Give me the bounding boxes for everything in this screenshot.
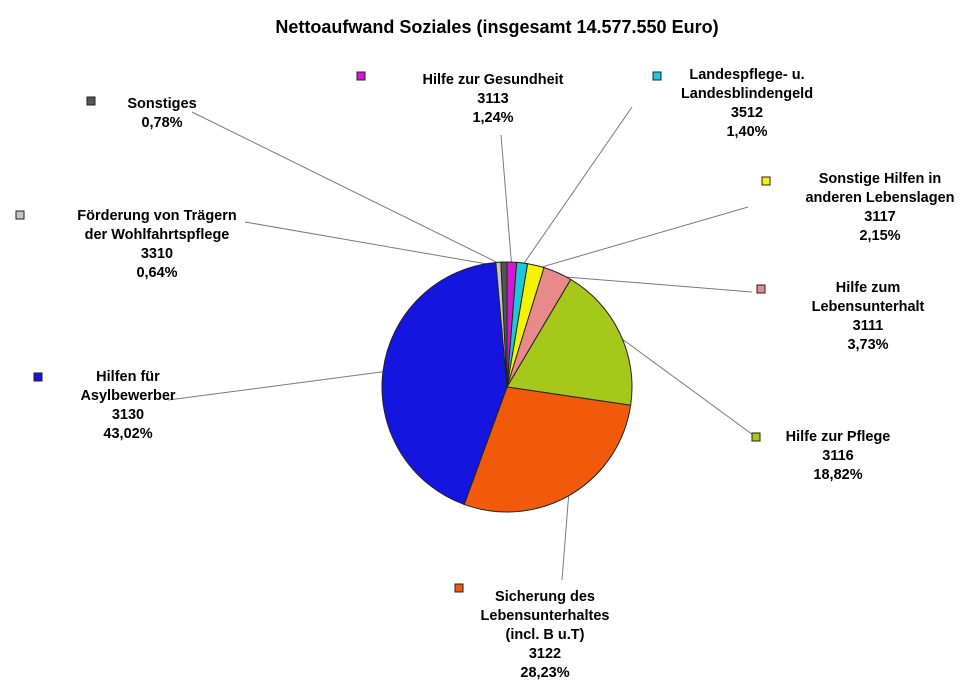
slice-label-line: 3310 [141,246,173,262]
legend-marker [756,284,766,294]
pie-slices [381,261,633,513]
slice-label-line: (incl. B u.T) [506,627,585,643]
slice-label-line: Landesblindengeld [681,86,813,102]
legend-marker [454,583,464,593]
leader-line [556,275,753,293]
chart-title: Nettoaufwand Soziales (insgesamt 14.577.… [275,17,718,37]
legend-marker [33,372,43,382]
slice-label: Hilfe zum Lebensunterhalt 3111 3,73% [812,280,925,353]
slice-label-line: 3111 [853,318,884,334]
legend-marker [652,71,662,81]
slice-percent: 0,78% [141,115,182,131]
legend-marker [15,210,25,220]
slice-label-line: Sonstiges [127,96,196,112]
slice-label-line: Hilfe zum [836,280,900,296]
slice-label-line: Hilfe zur Gesundheit [423,72,564,88]
slice-label: Hilfe zur Gesundheit 3113 1,24% [423,72,564,126]
pie-slice [463,386,632,513]
slice-label-line: Hilfen für [96,369,160,385]
slice-label-line: der Wohlfahrtspflege [85,227,230,243]
slice-percent: 1,40% [726,124,767,140]
leader-line [616,334,761,441]
slice-label-line: 3512 [731,105,763,121]
slice-label-line: Sonstige Hilfen in [819,171,941,187]
leader-line [167,370,387,401]
slice-label-line: 3117 [864,209,895,225]
leader-line [561,491,570,581]
slice-label: Sonstige Hilfen in anderen Lebenslagen 311… [805,171,954,244]
legend-marker [86,96,96,106]
slice-label-line: Sicherung des [495,589,595,605]
slice-label: Förderung von Trägern der Wohlfahrtspfleg… [77,208,237,281]
slice-percent: 3,73% [847,337,888,353]
pie-slice [500,261,508,388]
slice-label: Landespflege- u. Landesblindengeld 3512 1,4… [681,67,813,140]
slice-label: Sicherung des Lebensunterhaltes (incl. B u… [481,589,610,681]
slice-label-line: 3113 [477,91,508,107]
slice-percent: 1,24% [472,110,513,126]
slice-label-line: anderen Lebenslagen [805,190,954,206]
slice-percent: 18,82% [813,467,862,483]
slice-label: Hilfe zur Pflege 3116 18,82% [786,429,891,483]
legend-marker [356,71,366,81]
slice-percent: 0,64% [136,265,177,281]
slice-label-line: 3116 [822,448,853,464]
leader-line [191,111,505,267]
slice-label-line: 3130 [112,407,144,423]
leader-lines [167,106,761,581]
slice-label-line: Landespflege- u. [689,67,804,83]
slice-label-line: Lebensunterhalt [812,299,925,315]
leader-line [521,106,633,267]
slice-label: Sonstiges 0,78% [127,96,196,131]
slice-label-line: Lebensunterhaltes [481,608,610,624]
slice-label-line: Hilfe zur Pflege [786,429,891,445]
slice-label-line: Asylbewerber [80,388,175,404]
leader-line [534,206,749,270]
leader-line [244,221,499,267]
slice-label-line: Förderung von Trägern [77,208,237,224]
slice-percent: 43,02% [103,426,152,442]
legend-marker [751,432,761,442]
legend-marker [761,176,771,186]
leader-line [500,134,513,266]
slice-percent: 2,15% [859,228,900,244]
pie-slice [506,278,633,406]
slice-label-line: 3122 [529,646,561,662]
slice-percent: 28,23% [520,665,569,681]
slice-label: Hilfen für Asylbewerber 3130 43,02% [80,369,175,442]
pie-slice [381,261,508,506]
slice-labels: Hilfe zur Gesundheit 3113 1,24% Landespfleg… [15,67,955,681]
